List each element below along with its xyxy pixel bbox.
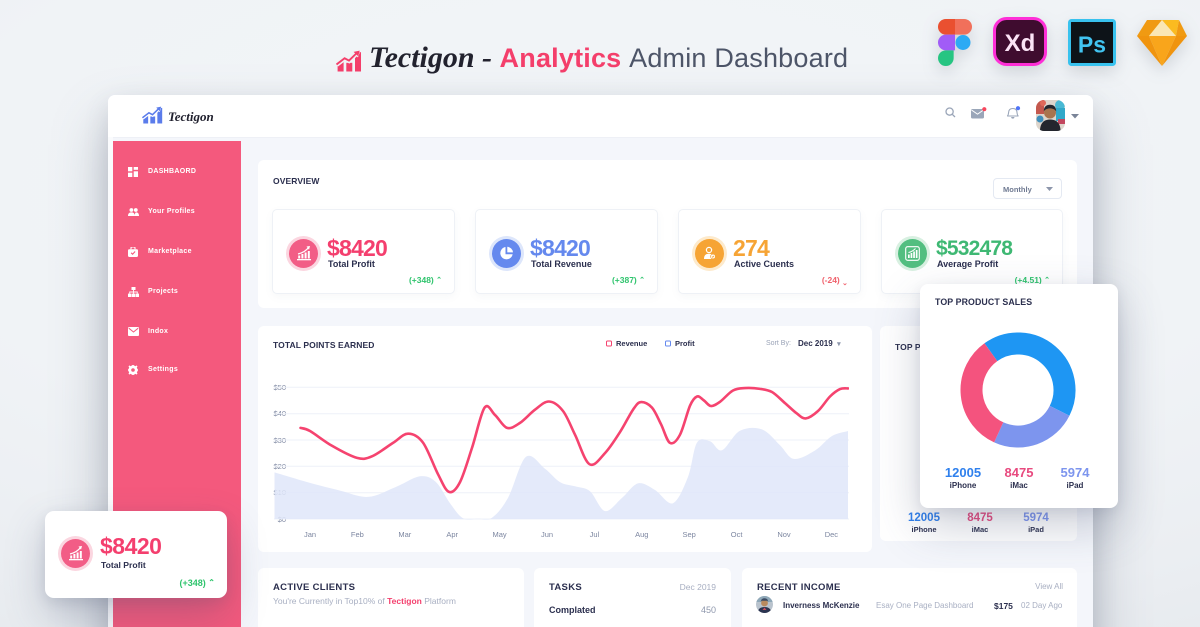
svg-text:Xd: Xd (1005, 30, 1036, 57)
svg-text:Ps: Ps (1078, 32, 1106, 58)
